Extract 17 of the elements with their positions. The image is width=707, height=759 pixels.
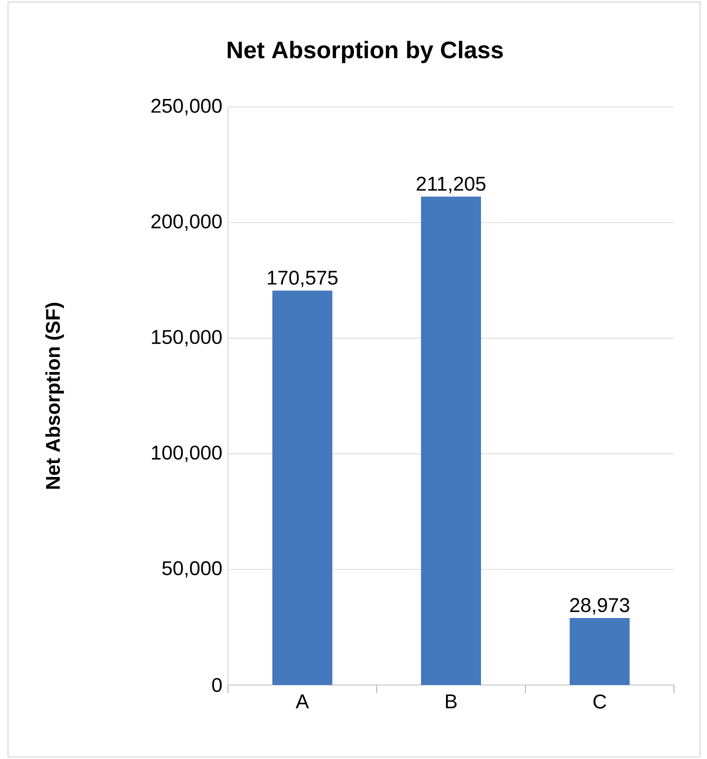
y-tick-label: 250,000 — [151, 98, 222, 116]
y-tick-label: 150,000 — [152, 330, 222, 346]
data-label: 211,205 — [416, 176, 486, 194]
x-tick-label: A — [296, 694, 309, 708]
data-label: 170,575 — [268, 270, 338, 288]
bar — [421, 196, 481, 685]
bar — [570, 618, 630, 685]
bar — [272, 290, 332, 685]
y-tick-label: 0 — [212, 678, 222, 692]
y-tick-label: 100,000 — [152, 446, 222, 462]
y-axis-title: Net Absorption (SF) — [45, 302, 64, 489]
y-tick-label: 200,000 — [151, 214, 222, 231]
y-tick-label: 50,000 — [162, 561, 222, 578]
x-tick-label: C — [593, 694, 606, 709]
chart-title: Net Absorption by Class — [228, 40, 503, 64]
x-tick-label: B — [446, 694, 457, 708]
data-label: 28,973 — [570, 598, 630, 614]
